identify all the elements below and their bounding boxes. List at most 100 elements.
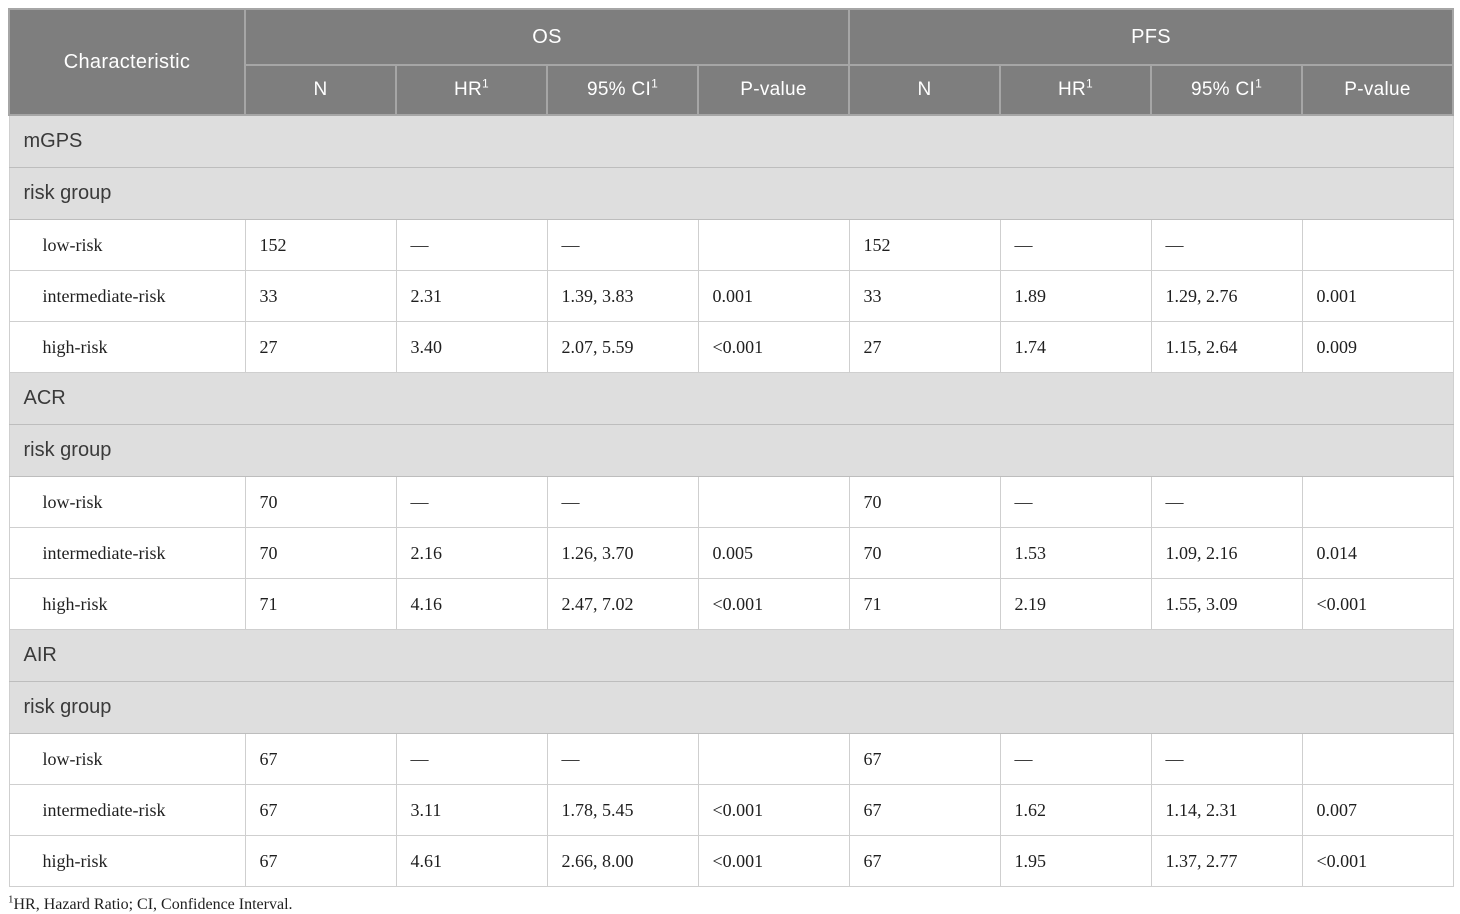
section-row: ACR [8,372,1454,425]
col-header-pfs-ci: 95% CI1 [1150,64,1303,116]
section-subheading-row: risk group [8,167,1454,220]
col-header-label: P-value [1344,79,1411,100]
row-label: intermediate-risk [8,784,246,836]
os-p-cell [697,733,850,785]
pfs-p-cell: 0.001 [1301,270,1454,322]
pfs-p-cell: 0.009 [1301,321,1454,373]
os-n-cell: 27 [244,321,397,373]
os-hr-cell: — [395,219,548,271]
footnote-marker: 1 [482,76,490,91]
row-label: intermediate-risk [8,270,246,322]
pfs-ci-cell: — [1150,476,1303,528]
pfs-p-cell: 0.007 [1301,784,1454,836]
col-header-pfs-p: P-value [1300,64,1455,116]
pfs-p-cell [1301,476,1454,528]
os-p-cell: <0.001 [697,835,850,887]
pfs-hr-cell: — [999,219,1152,271]
pfs-hr-cell: — [999,476,1152,528]
os-ci-cell: 1.39, 3.83 [546,270,699,322]
table-row: intermediate-risk 70 2.16 1.26, 3.70 0.0… [8,527,1454,579]
os-ci-cell: 2.47, 7.02 [546,578,699,630]
os-p-cell [697,219,850,271]
pfs-n-cell: 71 [848,578,1001,630]
os-n-cell: 71 [244,578,397,630]
os-n-cell: 152 [244,219,397,271]
col-header-characteristic: Characteristic [8,8,246,116]
os-n-cell: 70 [244,527,397,579]
footnote-text: HR, Hazard Ratio; CI, Confidence Interva… [13,896,293,913]
pfs-p-cell: <0.001 [1301,835,1454,887]
os-ci-cell: 1.26, 3.70 [546,527,699,579]
pfs-ci-cell: 1.15, 2.64 [1150,321,1303,373]
table-body: mGPS risk group low-risk 152 — — 152 — —… [8,114,1454,887]
col-header-label: N [917,79,932,100]
os-n-cell: 67 [244,733,397,785]
footnote-marker: 1 [1086,76,1094,91]
col-header-pfs-n: N [848,64,1001,116]
row-label: low-risk [8,476,246,528]
table-row: high-risk 27 3.40 2.07, 5.59 <0.001 27 1… [8,321,1454,373]
table-header: Characteristic OS PFS N HR1 95% CI1 P-va… [8,8,1455,116]
pfs-hr-cell: 1.89 [999,270,1152,322]
os-p-cell: 0.005 [697,527,850,579]
pfs-hr-cell: — [999,733,1152,785]
pfs-ci-cell: 1.14, 2.31 [1150,784,1303,836]
pfs-hr-cell: 2.19 [999,578,1152,630]
col-header-label: HR [1057,79,1087,100]
row-label: high-risk [8,578,246,630]
pfs-n-cell: 67 [848,835,1001,887]
os-p-cell: 0.001 [697,270,850,322]
col-header-label: HR [453,79,483,100]
os-n-cell: 70 [244,476,397,528]
os-ci-cell: — [546,219,699,271]
sub-header-row: N HR1 95% CI1 P-value N HR1 95% CI1 P-va… [9,64,1455,116]
pfs-p-cell: <0.001 [1301,578,1454,630]
section-row: AIR [8,629,1454,682]
os-hr-cell: 2.16 [395,527,548,579]
col-header-os-ci: 95% CI1 [546,64,699,116]
pfs-n-cell: 70 [848,476,1001,528]
pfs-ci-cell: 1.55, 3.09 [1150,578,1303,630]
os-hr-cell: 3.11 [395,784,548,836]
os-hr-cell: — [395,733,548,785]
os-ci-cell: 2.66, 8.00 [546,835,699,887]
col-header-label: N [313,79,328,100]
os-p-cell [697,476,850,528]
col-group-os: OS [244,8,850,66]
os-p-cell: <0.001 [697,784,850,836]
table-row: intermediate-risk 67 3.11 1.78, 5.45 <0.… [8,784,1454,836]
row-label: intermediate-risk [8,527,246,579]
col-header-os-n: N [244,64,397,116]
row-label: low-risk [8,219,246,271]
os-n-cell: 67 [244,784,397,836]
section-subheading: risk group [8,681,1454,734]
col-header-os-p: P-value [697,64,850,116]
row-label: high-risk [8,321,246,373]
pfs-ci-cell: 1.29, 2.76 [1150,270,1303,322]
cox-regression-table: Characteristic OS PFS N HR1 95% CI1 P-va… [8,8,1455,887]
group-header-row: Characteristic OS PFS [8,8,1455,116]
os-hr-cell: 3.40 [395,321,548,373]
pfs-n-cell: 152 [848,219,1001,271]
section-label: mGPS [8,114,1454,168]
pfs-hr-cell: 1.53 [999,527,1152,579]
pfs-ci-cell: — [1150,219,1303,271]
pfs-hr-cell: 1.62 [999,784,1152,836]
pfs-ci-cell: 1.09, 2.16 [1150,527,1303,579]
section-subheading-row: risk group [8,424,1454,477]
section-subheading-row: risk group [8,681,1454,734]
os-ci-cell: — [546,476,699,528]
pfs-hr-cell: 1.74 [999,321,1152,373]
pfs-ci-cell: — [1150,733,1303,785]
os-ci-cell: 1.78, 5.45 [546,784,699,836]
pfs-p-cell [1301,219,1454,271]
table-footnote: 1HR, Hazard Ratio; CI, Confidence Interv… [8,894,1452,914]
footnote-marker: 1 [651,76,659,91]
section-subheading: risk group [8,167,1454,220]
section-row: mGPS [8,114,1454,168]
col-header-pfs-hr: HR1 [999,64,1152,116]
os-hr-cell: 4.16 [395,578,548,630]
os-ci-cell: 2.07, 5.59 [546,321,699,373]
table-row: low-risk 70 — — 70 — — [8,476,1454,528]
